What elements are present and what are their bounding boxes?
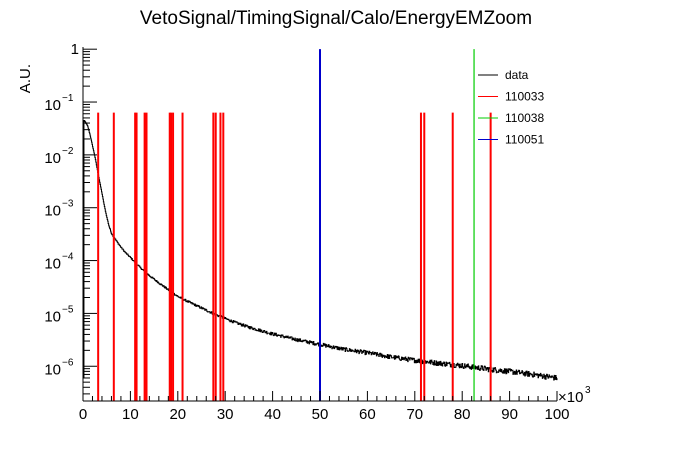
x-tick-label: 100 <box>544 406 569 423</box>
y-tick-label: 1 <box>71 41 79 58</box>
y-tick-label: 10 −6 <box>44 357 74 378</box>
y-tick-exponent: −5 <box>62 304 74 315</box>
legend-label-110033: 110033 <box>505 90 544 104</box>
y-tick-mantissa: 10 <box>44 203 61 220</box>
spike-layer <box>97 49 492 401</box>
y-axis-title: A.U. <box>17 64 34 93</box>
legend: data 110033 110038 110051 <box>478 68 544 147</box>
y-tick-exponent: −6 <box>62 357 74 368</box>
x-tick-label: 40 <box>264 406 281 423</box>
y-tick-label: 10 −4 <box>44 252 74 273</box>
x-axis-multiplier: ×10 3 <box>558 385 591 406</box>
x-tick-label: 70 <box>406 406 423 423</box>
legend-label-110038: 110038 <box>505 111 544 125</box>
y-tick-exponent: −3 <box>62 199 74 210</box>
x-tick-label: 50 <box>312 406 329 423</box>
y-tick-mantissa: 10 <box>44 97 61 114</box>
y-tick-exponent: −1 <box>62 93 74 104</box>
y-tick-label: 10 −5 <box>44 304 74 325</box>
x-multiplier-exponent: 3 <box>585 385 591 396</box>
x-multiplier-text: ×10 <box>558 389 583 406</box>
legend-label-data: data <box>505 68 529 82</box>
y-tick-exponent: −2 <box>62 146 74 157</box>
chart-title: VetoSignal/TimingSignal/Calo/EnergyEMZoo… <box>140 8 532 29</box>
x-tick-label: 60 <box>359 406 376 423</box>
legend-label-110051: 110051 <box>505 133 544 147</box>
x-tick-label: 10 <box>122 406 139 423</box>
y-tick-mantissa: 10 <box>44 308 61 325</box>
x-tick-label: 20 <box>169 406 186 423</box>
x-tick-label: 80 <box>454 406 471 423</box>
y-tick-label: 10 −1 <box>44 93 74 114</box>
y-tick-mantissa: 10 <box>44 361 61 378</box>
x-tick-label: 30 <box>217 406 234 423</box>
y-tick-label: 10 −2 <box>44 146 74 167</box>
x-tick-label: 0 <box>79 406 87 423</box>
y-tick-exponent: −4 <box>62 252 74 263</box>
y-tick-mantissa: 10 <box>44 256 61 273</box>
y-tick-mantissa: 10 <box>44 150 61 167</box>
y-tick-label: 10 −3 <box>44 199 74 220</box>
x-tick-label: 90 <box>501 406 518 423</box>
